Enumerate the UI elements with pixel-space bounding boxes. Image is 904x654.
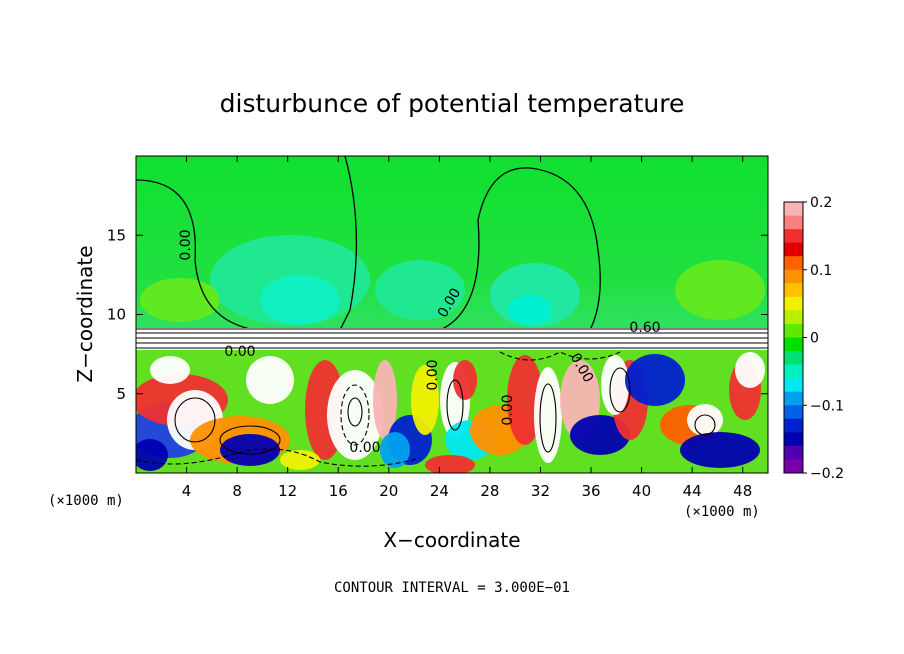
contour-line (136, 179, 256, 331)
colorbar: 0.2 0.1 0 −0.1 −0.2 (783, 195, 844, 482)
colorbar-tick-label: 0.2 (810, 195, 832, 211)
contour-label: 0.00 (425, 359, 441, 390)
x-tick-label: 20 (379, 482, 398, 500)
turbulent-eddy (327, 370, 383, 460)
turbulent-eddy (280, 450, 320, 470)
colorbar-swatch (784, 256, 803, 271)
lower-contours (136, 351, 716, 467)
warm-anomaly (140, 278, 220, 322)
cool-anomaly (375, 260, 465, 320)
turbulent-eddy (680, 432, 760, 468)
contour-line (439, 167, 601, 331)
contour-line (340, 384, 370, 446)
y-tick-label: 5 (116, 385, 126, 403)
plot-area: 0.000.000.000.000.000.000.000.60 (136, 156, 768, 473)
contour-line (136, 448, 421, 467)
colorbar-swatch (784, 229, 803, 243)
colorbar-swatch (784, 269, 803, 284)
colorbar-swatch (784, 215, 803, 230)
colorbar-swatch (784, 418, 803, 433)
x-tick-label: 16 (329, 482, 348, 500)
colorbar-swatch (784, 391, 803, 406)
x-tick-label: 24 (430, 482, 449, 500)
turbulent-eddy (687, 404, 723, 436)
colorbar-swatch (784, 202, 803, 216)
contour-line (694, 414, 716, 436)
y-axis-label: Z−coordinate (73, 245, 97, 382)
contour-interval-note: CONTOUR INTERVAL = 3.000E−01 (334, 580, 570, 596)
turbulent-eddy (570, 415, 630, 455)
x-tick-label: 8 (232, 482, 242, 500)
contour-line (609, 367, 631, 413)
chart-title: disturbunce of potential temperature (220, 89, 685, 118)
colorbar-tick-label: 0.1 (810, 263, 832, 279)
x-tick-label: 32 (531, 482, 550, 500)
colorbar-tick-label: −0.2 (810, 466, 844, 482)
turbulent-eddy (625, 354, 685, 406)
contour-line (174, 397, 216, 443)
colorbar-swatch (784, 364, 803, 379)
y-tick-label: 10 (107, 306, 126, 324)
x-tick-label: 4 (182, 482, 192, 500)
x-tick-label: 40 (632, 482, 651, 500)
turbulent-eddy (246, 356, 294, 404)
x-tick-label: 12 (278, 482, 297, 500)
colorbar-swatch (784, 296, 803, 311)
contour-label: 0.00 (500, 394, 516, 425)
x-unit-left: (×1000 m) (48, 493, 124, 509)
cool-anomaly (260, 275, 340, 325)
colorbar-swatch (784, 283, 803, 298)
x-axis-label: X−coordinate (383, 528, 520, 552)
colorbar-swatch (784, 323, 803, 338)
x-unit-right: (×1000 m) (684, 504, 760, 520)
turbulent-eddy (601, 355, 629, 415)
contour-line (347, 397, 363, 427)
warm-anomaly (675, 260, 765, 320)
contour-label: 0.00 (224, 344, 255, 360)
turbulent-eddy (150, 356, 190, 384)
contour-line (219, 425, 281, 455)
x-tick-label: 44 (683, 482, 702, 500)
colorbar-swatch (784, 445, 803, 460)
y-tick-label: 15 (107, 226, 126, 244)
contour-line (499, 351, 621, 361)
colorbar-swatch (784, 351, 803, 365)
turbulent-eddy (373, 360, 397, 440)
turbulent-eddy (735, 352, 765, 388)
turbulent-eddy (380, 432, 410, 468)
turbulent-eddy (453, 360, 477, 400)
contour-line (339, 156, 358, 331)
turbulent-eddy (507, 355, 543, 445)
turbulent-eddy (534, 367, 562, 463)
x-tick-label: 48 (733, 482, 752, 500)
x-tick-label: 28 (480, 482, 499, 500)
colorbar-swatch (784, 405, 803, 420)
colorbar-swatch (784, 242, 803, 257)
contour-line (539, 383, 557, 453)
inversion-contours (136, 328, 768, 349)
colorbar-tick-label: −0.1 (810, 398, 844, 414)
colorbar-swatch (784, 310, 803, 325)
contour-label: 0.60 (629, 320, 660, 336)
turbulent-eddy (411, 365, 439, 435)
colorbar-swatch (784, 459, 803, 474)
colorbar-swatch (784, 337, 803, 352)
turbulent-eddy (425, 455, 475, 473)
colorbar-tick-label: 0 (810, 331, 819, 347)
contour-label: 0.00 (178, 229, 194, 260)
x-tick-label: 36 (581, 482, 600, 500)
cool-anomaly (508, 295, 552, 325)
turbulent-eddy (136, 439, 168, 471)
colorbar-swatch (784, 432, 803, 447)
contour-label: 0.00 (349, 440, 380, 456)
contour-line (446, 379, 464, 431)
colorbar-swatch (784, 378, 803, 392)
